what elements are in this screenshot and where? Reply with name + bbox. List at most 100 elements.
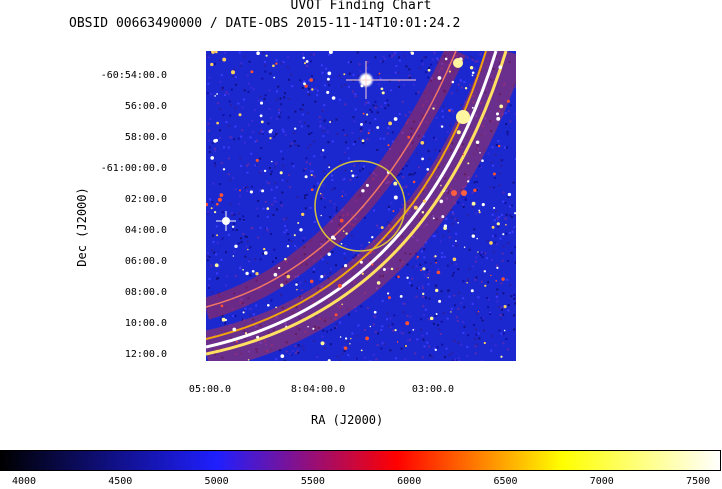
star-point (491, 225, 495, 229)
noise-pixel (510, 295, 513, 298)
noise-pixel (285, 350, 288, 353)
noise-pixel (492, 164, 494, 167)
noise-pixel (401, 203, 404, 206)
noise-pixel (207, 129, 210, 132)
noise-pixel (261, 77, 264, 80)
ra-tick-label: 03:00.0 (411, 384, 455, 395)
noise-pixel (346, 147, 349, 150)
star-point (416, 255, 419, 258)
noise-pixel (346, 214, 349, 217)
noise-pixel (489, 120, 492, 123)
noise-pixel (467, 176, 470, 179)
noise-pixel (436, 346, 439, 349)
noise-pixel (435, 287, 438, 290)
noise-pixel (499, 62, 501, 64)
noise-pixel (499, 314, 502, 316)
noise-pixel (323, 342, 326, 345)
noise-pixel (257, 236, 260, 239)
noise-pixel (475, 181, 478, 183)
noise-pixel (462, 205, 465, 208)
dec-tick-label: 12:00.0 (124, 349, 167, 360)
star-point (272, 64, 275, 68)
noise-pixel (453, 294, 456, 297)
noise-pixel (304, 280, 307, 283)
noise-pixel (424, 308, 427, 311)
noise-pixel (387, 104, 390, 107)
noise-pixel (450, 92, 453, 95)
noise-pixel (468, 248, 471, 251)
noise-pixel (388, 224, 391, 227)
noise-pixel (461, 196, 464, 199)
noise-pixel (506, 348, 509, 351)
noise-pixel (446, 131, 449, 134)
noise-pixel (229, 136, 232, 138)
noise-pixel (210, 93, 213, 96)
star-point (444, 57, 448, 61)
noise-pixel (403, 84, 406, 86)
star-point (422, 199, 427, 203)
noise-pixel (281, 157, 284, 160)
noise-pixel (333, 202, 336, 205)
noise-pixel (323, 197, 326, 199)
noise-pixel (495, 295, 498, 298)
noise-pixel (276, 132, 279, 135)
noise-pixel (232, 315, 235, 317)
noise-pixel (402, 176, 405, 179)
noise-pixel (272, 316, 275, 319)
noise-pixel (239, 165, 242, 167)
star-point (296, 288, 298, 291)
noise-pixel (499, 159, 502, 162)
noise-pixel (469, 55, 472, 58)
star-point (215, 202, 219, 206)
star-point (213, 210, 217, 214)
target-region-circle[interactable] (314, 160, 406, 252)
noise-pixel (229, 337, 232, 340)
noise-pixel (415, 92, 418, 95)
noise-pixel (462, 320, 465, 323)
noise-pixel (214, 62, 217, 65)
noise-pixel (405, 65, 408, 68)
noise-pixel (482, 317, 485, 320)
noise-pixel (441, 62, 444, 65)
noise-pixel (422, 104, 425, 107)
noise-pixel (388, 325, 390, 328)
noise-pixel (314, 100, 317, 103)
noise-pixel (329, 200, 332, 203)
noise-pixel (500, 213, 503, 216)
noise-pixel (261, 132, 264, 135)
star-point (349, 343, 351, 345)
dec-tick-label: -61:00:00.0 (100, 163, 167, 174)
noise-pixel (479, 89, 482, 92)
star-point (501, 277, 505, 281)
noise-pixel (241, 106, 244, 109)
star-point (280, 354, 285, 358)
noise-pixel (374, 331, 377, 333)
noise-pixel (452, 244, 455, 247)
noise-pixel (480, 280, 483, 283)
noise-pixel (335, 209, 338, 212)
noise-pixel (395, 276, 398, 279)
noise-pixel (473, 233, 475, 236)
noise-pixel (421, 334, 424, 337)
noise-pixel (309, 206, 312, 209)
noise-pixel (320, 153, 323, 156)
noise-pixel (352, 73, 355, 76)
noise-pixel (440, 79, 443, 82)
noise-pixel (351, 272, 354, 275)
noise-pixel (285, 341, 288, 344)
noise-pixel (234, 343, 237, 346)
noise-pixel (452, 110, 455, 113)
noise-pixel (314, 329, 317, 332)
noise-pixel (452, 271, 455, 274)
noise-pixel (283, 218, 286, 221)
noise-pixel (285, 260, 288, 263)
noise-pixel (325, 238, 328, 241)
noise-pixel (314, 314, 317, 317)
noise-pixel (244, 186, 246, 189)
noise-pixel (312, 301, 315, 304)
noise-pixel (319, 277, 322, 280)
noise-pixel (399, 331, 402, 334)
noise-pixel (244, 304, 247, 307)
bright-stars (216, 58, 470, 231)
sky-image-panel[interactable] (206, 51, 516, 361)
